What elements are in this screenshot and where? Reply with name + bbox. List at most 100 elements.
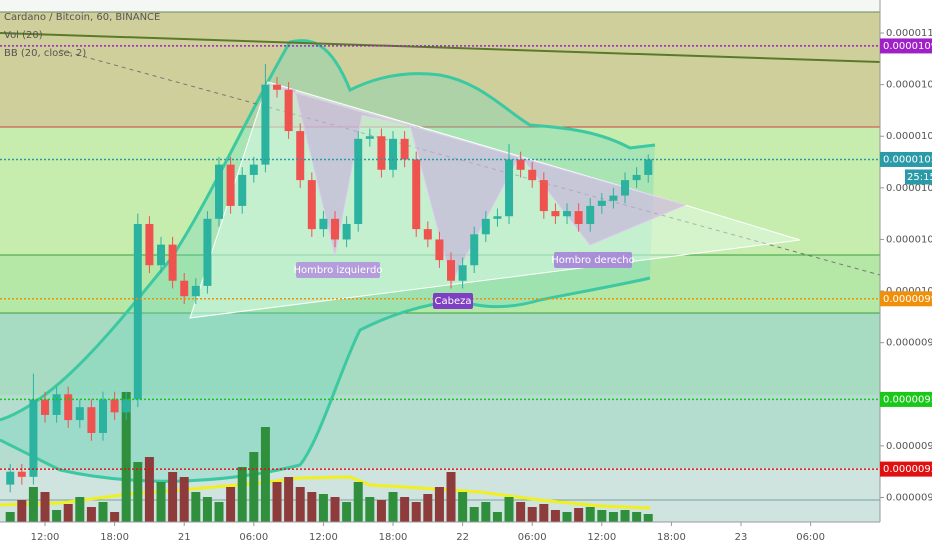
candle-body: [331, 218, 340, 240]
candle-body: [528, 169, 537, 181]
candle-body: [157, 244, 166, 266]
volume-bar: [492, 512, 502, 522]
volume-bar: [121, 392, 131, 522]
candle-body: [64, 394, 73, 421]
volume-bar: [179, 477, 189, 522]
volume-bar: [307, 492, 317, 522]
volume-bar: [260, 427, 270, 522]
x-axis: [0, 522, 880, 550]
volume-bar: [98, 502, 108, 522]
candle-body: [400, 138, 409, 160]
head-shoulders-pattern: [267, 84, 687, 284]
volume-bar: [133, 462, 143, 522]
volume-bar: [388, 492, 398, 522]
candle-body: [493, 216, 502, 219]
candle-body: [6, 471, 15, 485]
volume-bar: [376, 500, 386, 522]
zone: [0, 12, 880, 127]
x-tick-label: 22: [456, 532, 469, 543]
x-tick-label: 06:00: [796, 532, 825, 543]
candle-body: [458, 265, 467, 281]
volume-bar: [458, 492, 468, 522]
volume-bar: [423, 494, 433, 522]
trend-line: [59, 49, 881, 276]
candle-body: [261, 84, 270, 165]
candle-body: [609, 195, 618, 201]
candle-body: [75, 407, 84, 421]
y-axis: [880, 0, 932, 550]
volume-bar: [86, 507, 96, 522]
price-label: 0.00001051: [883, 154, 932, 165]
x-tick-label: 06:00: [518, 532, 547, 543]
candle-body: [423, 229, 432, 240]
volume-bar: [353, 482, 363, 522]
volume-bar: [550, 510, 560, 522]
x-tick-label: 06:00: [239, 532, 268, 543]
candle-body: [215, 164, 224, 219]
candle-body: [435, 239, 444, 261]
candle-body: [133, 223, 142, 400]
x-tick-label: 18:00: [379, 532, 408, 543]
annotation: Hombro izquierdo: [294, 265, 383, 276]
candle-body: [226, 164, 235, 206]
volume-bar: [446, 472, 456, 522]
volume-bar: [75, 497, 85, 522]
volume-bar: [411, 502, 421, 522]
bollinger-lower: [0, 276, 651, 483]
candle-body: [481, 218, 490, 235]
volume-bar: [469, 507, 479, 522]
y-tick-label: 0.00001080: [886, 80, 932, 91]
candle-body: [122, 399, 131, 413]
volume-bar: [52, 510, 62, 522]
candle-body: [389, 138, 398, 170]
volume-bar: [504, 497, 514, 522]
volume-bar: [249, 452, 259, 522]
candle-body: [41, 399, 50, 415]
candle-body: [319, 218, 328, 230]
candle-body: [99, 399, 108, 433]
volume-bar: [295, 487, 305, 522]
candle-body: [377, 136, 386, 170]
annotation-box: [554, 252, 632, 268]
volume-bar: [191, 492, 201, 522]
volume-bar: [110, 512, 120, 522]
volume-bar: [284, 477, 294, 522]
price-label-box: [880, 151, 932, 167]
candle-body: [412, 159, 421, 230]
candle-body: [342, 223, 351, 240]
volume-bar: [608, 512, 618, 522]
y-tick-label: 0.00001040: [886, 183, 932, 194]
volume-bar: [156, 482, 166, 522]
candle-body: [296, 131, 305, 181]
candle-body: [574, 211, 583, 224]
candle-body: [168, 244, 177, 281]
volume-bar: [17, 500, 27, 522]
volume-bar: [527, 507, 537, 522]
candle-body: [180, 280, 189, 297]
volume-bar: [63, 504, 73, 522]
volume-bar: [400, 497, 410, 522]
x-tick-label: 21: [178, 532, 191, 543]
candle-body: [307, 180, 316, 230]
indicator-label: BB (20, close, 2): [4, 48, 86, 59]
volume-bar: [5, 512, 15, 522]
candle-body: [354, 138, 363, 224]
candle-body: [632, 174, 641, 181]
candle-body: [110, 399, 119, 413]
volume-bar: [365, 497, 375, 522]
volume-bar: [434, 487, 444, 522]
price-label: 0.00000997: [883, 294, 932, 305]
volume-bar: [597, 510, 607, 522]
volume-bar: [144, 457, 154, 522]
chart-title: Cardano / Bitcoin, 60, BINANCE: [4, 12, 160, 23]
volume-bar: [40, 492, 50, 522]
x-tick-label: 12:00: [309, 532, 338, 543]
candle-body: [505, 159, 514, 217]
price-label-box: [880, 291, 932, 307]
labels: 0.000009200.000009400.000009800.00001000…: [31, 28, 932, 543]
candle-body: [586, 205, 595, 224]
annotation: Cabeza: [435, 296, 472, 307]
annotation: Hombro derecho: [551, 255, 634, 266]
volume-bar: [585, 507, 595, 522]
